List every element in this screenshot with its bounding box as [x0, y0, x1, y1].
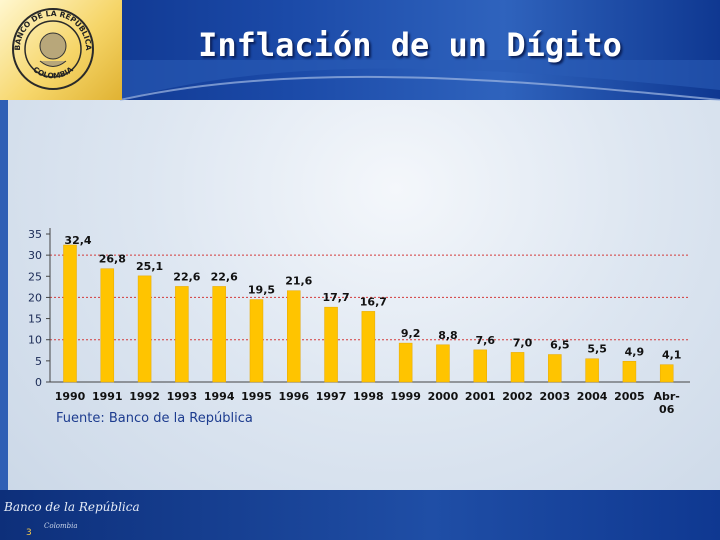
data-label-2002: 7,0 — [513, 336, 533, 349]
y-tick-label-15: 15 — [28, 313, 42, 326]
data-label-1998: 16,7 — [360, 295, 387, 308]
bar-2000 — [436, 344, 450, 383]
data-label-1991: 26,8 — [99, 253, 126, 266]
x-tick-label-2002: 2002 — [502, 390, 533, 403]
bar-1991 — [100, 268, 115, 383]
bar-1998 — [361, 311, 376, 383]
y-tick-label-0: 0 — [35, 376, 42, 389]
x-tick-label-Abr-06: Abr-06 — [654, 390, 680, 416]
bar-1996 — [287, 290, 301, 383]
data-label-1994: 22,6 — [211, 270, 238, 283]
source-note: Fuente: Banco de la República — [56, 411, 253, 426]
x-tick-label-2000: 2000 — [428, 390, 459, 403]
footer-band — [0, 490, 720, 540]
data-label-1997: 17,7 — [322, 291, 349, 304]
data-label-2005: 4,9 — [625, 345, 645, 358]
x-tick-label-1999: 1999 — [390, 390, 421, 403]
svg-text:COLOMBIA: COLOMBIA — [31, 65, 74, 81]
y-tick-label-5: 5 — [35, 355, 42, 368]
x-tick-label-1990: 1990 — [55, 390, 86, 403]
data-label-2004: 5,5 — [587, 343, 607, 356]
x-tick-label-1997: 1997 — [316, 390, 347, 403]
x-tick-label-1994: 1994 — [204, 390, 235, 403]
bank-seal-logo: BANCO DE LA REPÚBLICA COLOMBIA — [12, 8, 94, 90]
x-tick-label-1995: 1995 — [241, 390, 272, 403]
data-label-1995: 19,5 — [248, 284, 275, 297]
bar-1993 — [175, 286, 189, 383]
y-tick-label-25: 25 — [28, 270, 42, 283]
x-tick-label-2005: 2005 — [614, 390, 645, 403]
header-swoosh — [119, 60, 720, 101]
bar-1992 — [137, 275, 152, 383]
data-label-2003: 6,5 — [550, 339, 570, 352]
bar-2003 — [548, 354, 562, 383]
data-label-2001: 7,6 — [475, 334, 495, 347]
data-label-1992: 25,1 — [136, 260, 163, 273]
bar-2004 — [585, 358, 599, 383]
footer-bank-sub: Colombia — [44, 522, 78, 530]
data-label-1996: 21,6 — [285, 275, 312, 288]
bar-2001 — [473, 349, 487, 383]
seal-bottom-text: COLOMBIA — [31, 65, 74, 81]
x-tick-label-2004: 2004 — [577, 390, 608, 403]
data-label-1990: 32,4 — [64, 234, 91, 247]
y-tick-label-10: 10 — [28, 334, 42, 347]
data-label-Abr-06: 4,1 — [662, 349, 682, 362]
y-tick-label-35: 35 — [28, 228, 42, 241]
logo-panel: BANCO DE LA REPÚBLICA COLOMBIA — [0, 0, 122, 100]
x-tick-label-1991: 1991 — [92, 390, 123, 403]
bar-2005 — [622, 361, 637, 383]
x-tick-label-1992: 1992 — [129, 390, 160, 403]
x-tick-label-1998: 1998 — [353, 390, 384, 403]
page-title: Inflación de un Dígito — [198, 26, 622, 64]
x-tick-label-2003: 2003 — [540, 390, 571, 403]
bar-1995 — [249, 299, 264, 383]
x-tick-label-1993: 1993 — [167, 390, 198, 403]
page-number: 3 — [26, 528, 32, 538]
x-tick-label-2001: 2001 — [465, 390, 496, 403]
bar-1999 — [398, 342, 413, 383]
data-label-1999: 9,2 — [401, 327, 421, 340]
data-label-1993: 22,6 — [173, 270, 200, 283]
bar-Abr-06 — [659, 364, 674, 383]
y-tick-label-30: 30 — [28, 249, 42, 262]
bar-1994 — [212, 286, 226, 383]
left-accent-bar — [0, 100, 8, 490]
y-tick-label-20: 20 — [28, 291, 42, 304]
x-tick-label-1996: 1996 — [278, 390, 309, 403]
footer-bank-name: Banco de la República — [4, 500, 140, 514]
bar-1990 — [63, 244, 77, 383]
data-label-2000: 8,8 — [438, 329, 458, 342]
bar-2002 — [510, 352, 525, 383]
bar-1997 — [324, 306, 338, 383]
